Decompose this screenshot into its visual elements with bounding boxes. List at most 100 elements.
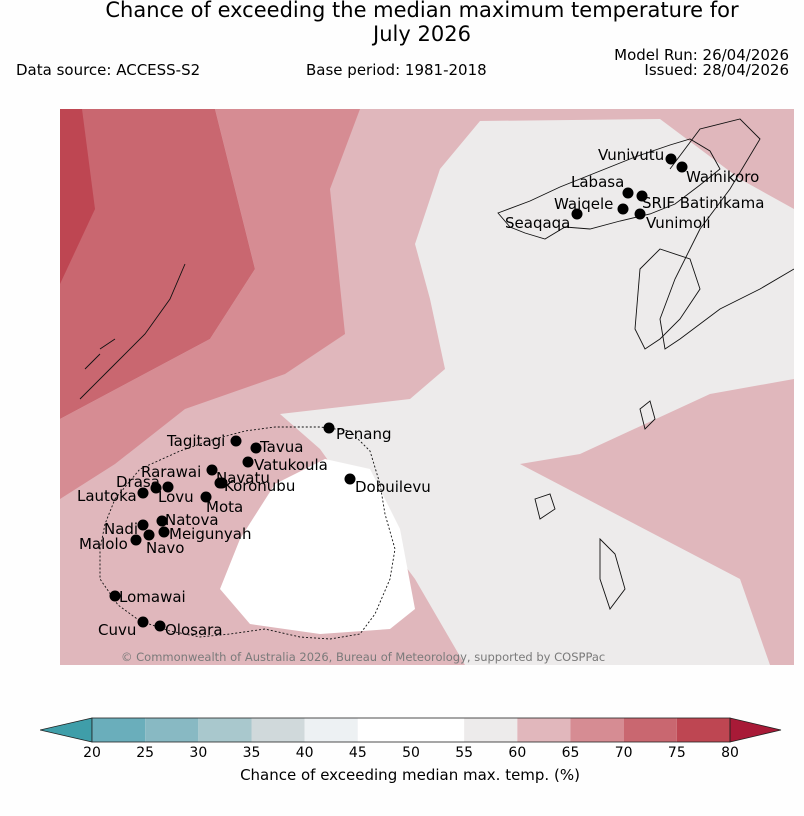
station-label: Dobuilevu [355, 478, 431, 496]
station-marker [130, 534, 142, 546]
zone-70-75 [60, 109, 255, 419]
coast-kadavu [534, 400, 656, 610]
zone-55-60 [280, 119, 794, 665]
station-label: Labasa [571, 173, 624, 191]
colorbar-under-arrow [39, 717, 93, 743]
station-marker [150, 482, 162, 494]
station-marker [156, 515, 168, 527]
station-label: Koronubu [224, 477, 295, 495]
station-markers [109, 153, 688, 632]
colorbar-label: Chance of exceeding median max. temp. (%… [240, 766, 580, 784]
station-label: Lomawai [119, 588, 186, 606]
station-marker [617, 203, 629, 215]
colorbar-segment [304, 718, 358, 742]
colorbar-frame [91, 717, 731, 743]
colorbar-over-arrow [729, 717, 782, 743]
station-label: Vunivutu [598, 146, 664, 164]
data-source: Data source: ACCESS-S2 [16, 61, 201, 79]
station-label: Rarawai [141, 463, 201, 481]
station-label: Natova [165, 511, 219, 529]
colorbar-tick-label: 55 [455, 745, 474, 761]
station-label: Penang [336, 425, 391, 443]
chart-title: Chance of exceeding the median maximum t… [0, 0, 804, 46]
zone-65-70 [60, 109, 360, 499]
title-line-2: July 2026 [373, 22, 471, 46]
station-marker [109, 590, 121, 602]
station-label: Tavua [259, 438, 303, 456]
base-period: Base period: 1981-2018 [306, 61, 487, 79]
station-marker [571, 208, 583, 220]
colorbar-segment [357, 718, 411, 742]
colorbar-tick-label: 80 [721, 745, 739, 761]
station-label: Tagitagi [166, 432, 225, 450]
station-label: Navo [146, 539, 184, 557]
station-label: Nadi [104, 520, 138, 538]
colorbar-segment [145, 718, 199, 742]
station-label: Waiqele [554, 195, 613, 213]
station-marker [158, 526, 170, 538]
station-marker [230, 435, 242, 447]
zone-50-55 [220, 459, 415, 634]
station-marker [665, 153, 677, 165]
station-label: Navatu [216, 469, 270, 487]
station-marker [622, 187, 634, 199]
station-label: Lovu [158, 488, 194, 506]
colorbar-segment [198, 718, 252, 742]
station-marker [344, 473, 356, 485]
coast-taveuni [659, 118, 794, 350]
station-marker [323, 422, 335, 434]
colorbar-segment [517, 718, 571, 742]
station-label: Vunimoli [646, 214, 711, 232]
colorbar-segment [464, 718, 518, 742]
colorbar-tick-label: 45 [348, 745, 367, 761]
station-label: Vatukoula [254, 456, 328, 474]
station-marker [676, 161, 688, 173]
colorbar-tick-label: 40 [295, 745, 314, 761]
coast-viti-levu [99, 426, 396, 640]
colorbar-tick-label: 25 [136, 745, 155, 761]
station-label: Wainikoro [686, 168, 759, 186]
station-marker [242, 456, 254, 468]
coastlines [79, 118, 794, 640]
station-label: Olosara [165, 621, 223, 639]
station-label: Cuvu [98, 621, 136, 639]
title-line-1: Chance of exceeding the median maximum t… [105, 0, 739, 22]
colorbar-tick-label: 30 [189, 745, 208, 761]
station-marker [636, 190, 648, 202]
station-marker [137, 519, 149, 531]
colorbar-segment [623, 718, 677, 742]
station-marker [200, 491, 212, 503]
station-marker [634, 208, 646, 220]
colorbar-tick-label: 35 [242, 745, 261, 761]
station-marker [206, 464, 218, 476]
zone-75-80 [60, 109, 95, 284]
station-marker [137, 616, 149, 628]
station-marker [214, 477, 226, 489]
station-label: Malolo [79, 535, 128, 553]
issued-date: Issued: 28/04/2026 [644, 61, 789, 79]
station-label: Meigunyah [169, 525, 251, 543]
colorbar-segment [676, 718, 730, 742]
colorbar-segment [411, 718, 465, 742]
colorbar [39, 716, 782, 748]
colorbar-tick-label: 75 [667, 745, 686, 761]
station-label: Seaqaqa [505, 214, 570, 232]
station-marker [137, 487, 149, 499]
colorbar-segment [251, 718, 305, 742]
forecast-map: Vunivutu Wainikoro Labasa SRIF Batinikama Wa… [60, 109, 794, 665]
coast-vanua-levu [497, 138, 721, 240]
colorbar-tick-label: 20 [83, 745, 101, 761]
coast-islands-west [79, 263, 186, 400]
station-marker [250, 442, 262, 454]
station-label: Mota [206, 498, 243, 516]
colorbar-segment [92, 718, 146, 742]
colorbar-tick-label: 65 [561, 745, 580, 761]
station-label: Lautoka [77, 487, 137, 505]
station-label: Drasa [116, 473, 160, 491]
model-run: Model Run: 26/04/2026 [614, 46, 789, 64]
colorbar-tick-label: 60 [508, 745, 527, 761]
copyright-note: © Commonwealth of Australia 2026, Bureau… [121, 650, 605, 664]
coast-lau [634, 248, 701, 350]
station-marker [162, 481, 174, 493]
colorbar-tick-label: 50 [402, 745, 420, 761]
